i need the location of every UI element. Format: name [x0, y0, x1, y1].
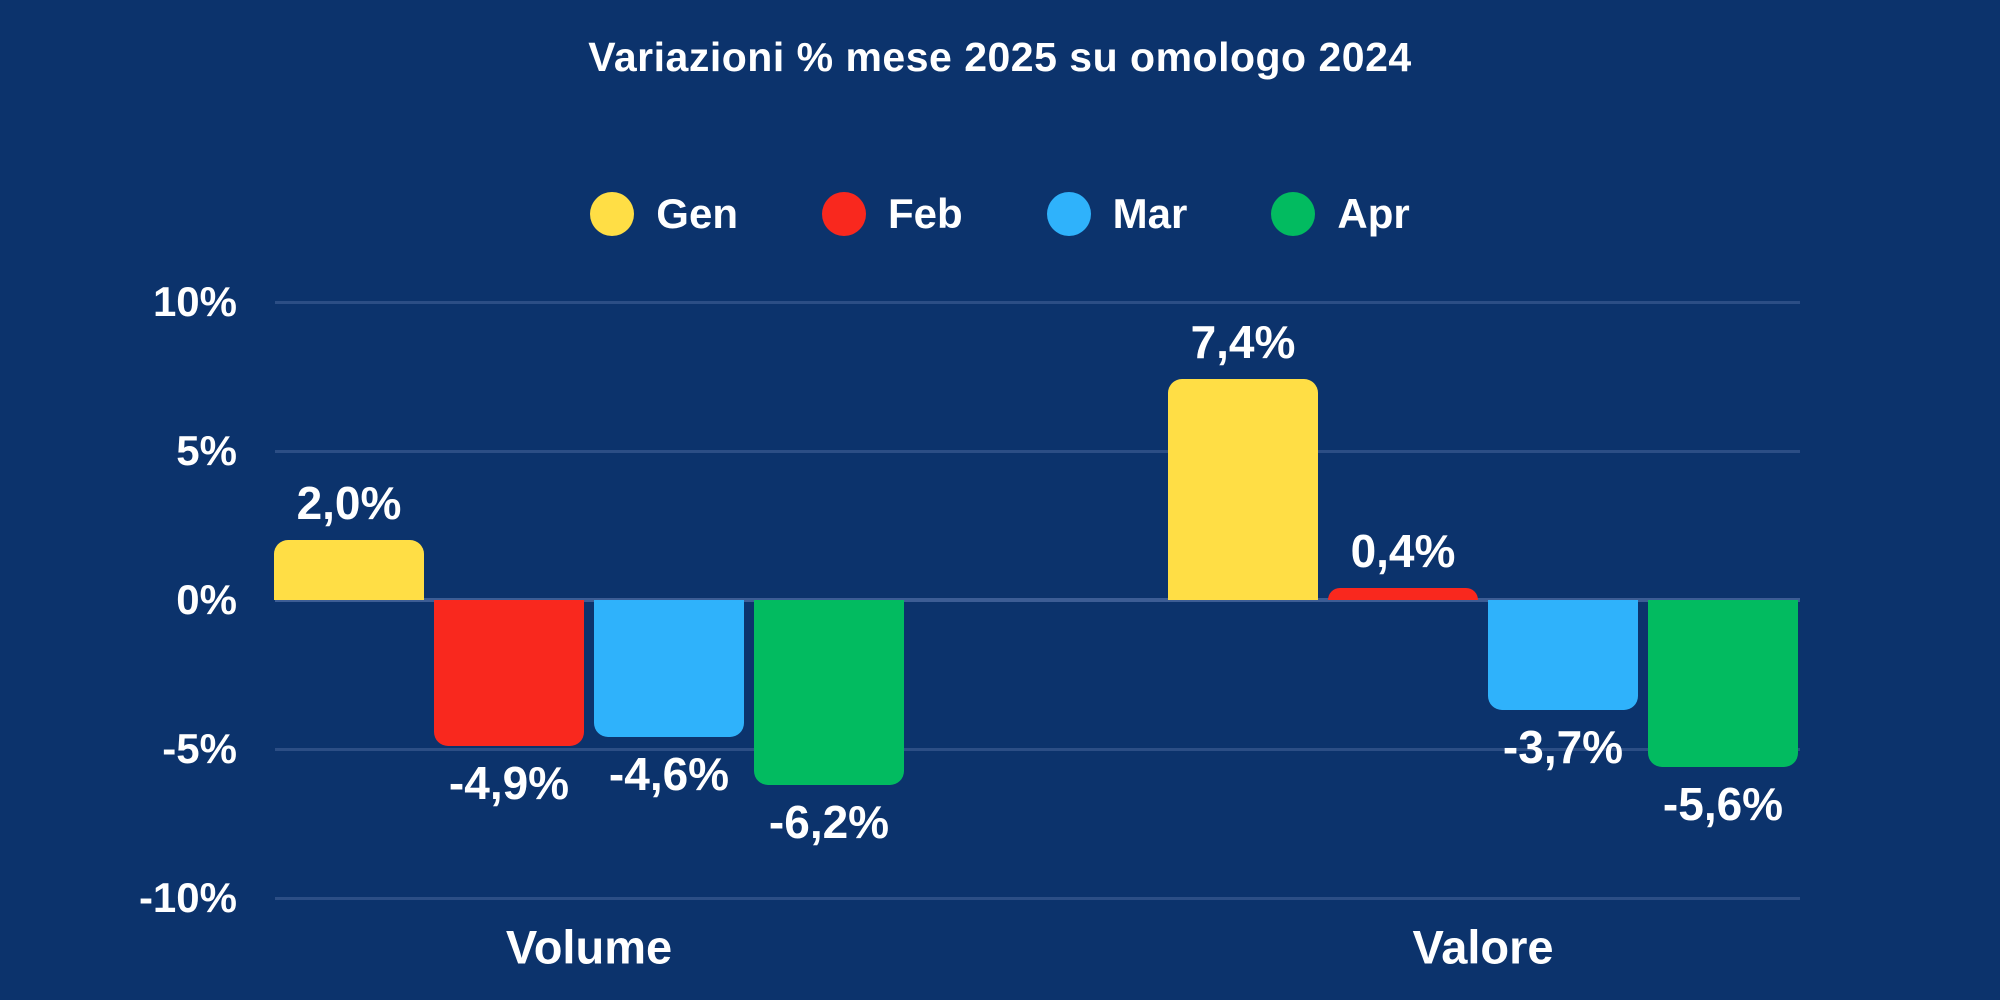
value-label-mar-valore: -3,7% [1502, 721, 1624, 773]
legend-item-gen: Gen [590, 190, 738, 238]
category-label-valore: Valore [1412, 920, 1554, 974]
bar-mar-valore [1488, 600, 1638, 710]
gridline--5% [275, 748, 1800, 751]
legend-label-feb: Feb [887, 190, 963, 237]
bar-feb-valore [1328, 588, 1478, 601]
chart-title: Variazioni % mese 2025 su omologo 2024 [588, 34, 1412, 80]
legend-item-feb: Feb [821, 190, 963, 238]
gridline--10% [275, 897, 1800, 900]
legend-dot-feb [821, 192, 866, 236]
y-tick-10%: 10% [152, 278, 237, 325]
y-tick--5%: -5% [162, 725, 237, 772]
legend-dot-mar [1046, 192, 1091, 236]
zero-gridline [275, 598, 1800, 602]
value-label-feb-volume: -4,9% [448, 757, 570, 809]
chart-legend: Gen Feb Mar Apr [0, 184, 2000, 244]
bar-feb-volume [434, 600, 584, 746]
bar-apr-volume [754, 600, 904, 785]
legend-label-mar: Mar [1112, 190, 1188, 237]
legend-label-apr: Apr [1337, 190, 1410, 237]
legend-label-gen: Gen [656, 190, 738, 237]
value-label-apr-valore: -5,6% [1662, 778, 1784, 830]
bar-gen-valore [1168, 379, 1318, 601]
value-label-gen-valore: 7,4% [1190, 316, 1296, 369]
y-tick--10%: -10% [138, 874, 237, 921]
gridline-10% [275, 301, 1800, 304]
legend-dot-gen [590, 192, 635, 236]
y-tick-0%: 0% [176, 576, 237, 623]
value-label-gen-volume: 2,0% [296, 477, 402, 530]
gridline-5% [275, 450, 1800, 453]
category-label-volume: Volume [505, 920, 673, 974]
value-label-feb-valore: 0,4% [1350, 525, 1456, 578]
legend-item-apr: Apr [1271, 190, 1410, 238]
bar-apr-valore [1648, 600, 1798, 767]
legend-dot-apr [1271, 192, 1316, 236]
y-tick-5%: 5% [176, 427, 237, 474]
bar-gen-volume [274, 540, 424, 601]
legend-item-mar: Mar [1046, 190, 1188, 238]
value-label-mar-volume: -4,6% [608, 748, 730, 800]
value-label-apr-volume: -6,2% [768, 796, 890, 848]
bar-mar-volume [594, 600, 744, 737]
